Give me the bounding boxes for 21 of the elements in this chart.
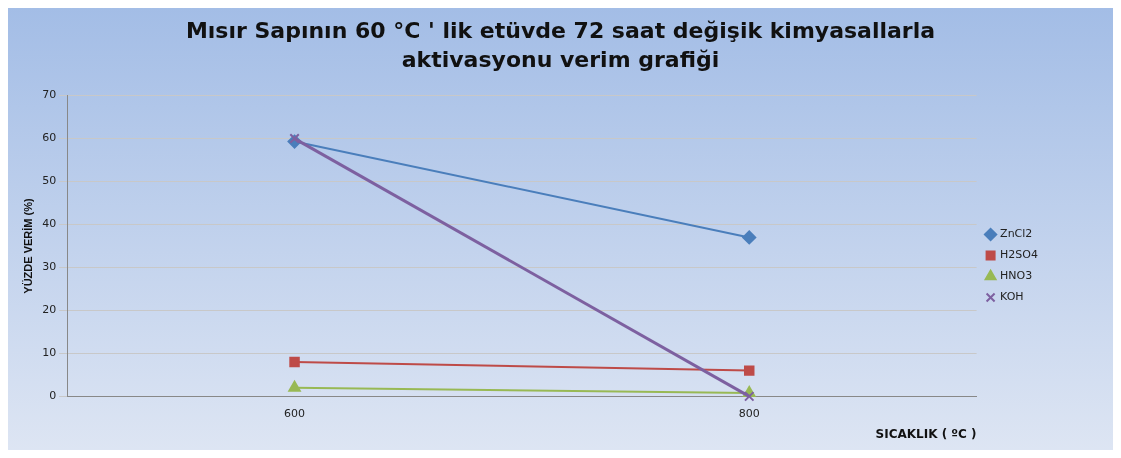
point	[742, 230, 757, 245]
point	[289, 133, 300, 144]
point	[289, 356, 300, 368]
y-tick-label: 60	[42, 131, 57, 145]
x-tick-label: 800	[738, 406, 760, 420]
y-tick-label: 0	[49, 389, 57, 403]
y-tick-label: 40	[42, 217, 57, 231]
legend-label: H2SO4	[1000, 248, 1039, 262]
legend-label: HNO3	[1000, 269, 1033, 283]
chart-title: Mısır Sapının 60 °C ' lik etüvde 72 saat değişik kimyasallarla aktivasyonu verim grafiği	[184, 17, 937, 74]
x-tick-label: 600	[284, 406, 306, 420]
legend-label: KOH	[1000, 290, 1024, 304]
x-axis-title: SICAKLIK ( ºC )	[875, 426, 977, 441]
y-tick-label: 50	[42, 174, 57, 188]
y-axis-title: YÜZDE VERİM (%)	[21, 198, 34, 294]
y-tick-label: 10	[42, 346, 57, 360]
point	[744, 365, 755, 376]
y-tick-label: 20	[42, 303, 57, 317]
y-tick-label: 70	[42, 88, 57, 102]
legend-label: ZnCl2	[1000, 227, 1033, 241]
y-tick-label: 30	[42, 260, 57, 274]
